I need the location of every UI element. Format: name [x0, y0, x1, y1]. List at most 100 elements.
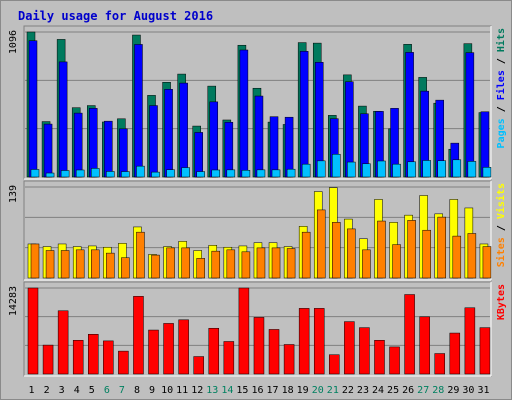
day-tick-label: 5 [89, 385, 95, 396]
panel-1: 1096 Pages / Files / Hits [8, 25, 507, 180]
files-bar [209, 101, 219, 178]
legend-entry: Visits [495, 183, 507, 219]
day-tick-label: 18 [282, 385, 294, 396]
kbytes-bar [419, 316, 430, 375]
pages-bar [196, 171, 205, 178]
sites-bar [377, 220, 386, 279]
day-tick-label: 22 [342, 385, 354, 396]
day-tick-label: 20 [312, 385, 324, 396]
pages-bar [241, 170, 251, 178]
sites-bar [316, 209, 326, 279]
pages-bar [467, 161, 477, 178]
kbytes-bar [42, 344, 54, 375]
legend-entry: Pages [496, 118, 507, 148]
sites-bar [437, 216, 446, 279]
sites-bar [392, 244, 401, 279]
files-bar [465, 52, 475, 178]
day-tick-label: 6 [104, 385, 110, 396]
kbytes-bar [313, 308, 325, 375]
day-tick-label: 7 [119, 385, 125, 396]
kbytes-bar [344, 321, 355, 375]
day-tick-label: 3 [59, 385, 65, 396]
sites-bar [347, 228, 356, 279]
legend-entry: KBytes [496, 284, 507, 320]
pages-bar [286, 168, 296, 178]
panel-3: 14283 KBytes [8, 281, 507, 377]
pages-bar [392, 163, 401, 178]
day-tick-label: 4 [74, 385, 80, 396]
pages-bar [181, 167, 190, 178]
pages-bar [30, 169, 40, 178]
day-tick-label: 26 [402, 385, 414, 396]
pages-bar [271, 169, 281, 178]
sites-bar [332, 222, 341, 279]
sites-bar [45, 250, 55, 279]
files-bar [104, 120, 113, 178]
files-bar [179, 82, 188, 178]
pages-bar [166, 169, 175, 178]
kbytes-bar [479, 327, 491, 375]
sites-bar [30, 243, 40, 279]
kbytes-bar [133, 296, 144, 375]
y-max-label: 139 [8, 185, 19, 203]
panel-2: 139 Sites / Visits [8, 180, 507, 281]
sites-bar [166, 247, 175, 279]
kbytes-bar [72, 340, 84, 375]
pages-bar [362, 163, 371, 178]
kbytes-bar [449, 332, 461, 375]
kbytes-bar [359, 327, 370, 375]
day-tick-label: 25 [387, 385, 399, 396]
kbytes-bar [404, 294, 415, 375]
kbytes-bar [374, 340, 385, 375]
chart-title: Daily usage for August 2016 [18, 9, 213, 23]
files-bar [119, 128, 128, 178]
sites-bar [241, 251, 251, 279]
kbytes-bar [464, 307, 476, 375]
pages-bar [121, 171, 130, 178]
pages-bar [45, 172, 55, 178]
sites-bar [452, 235, 462, 279]
kbytes-bar [223, 341, 235, 375]
kbytes-bar [148, 329, 159, 375]
pages-bar [91, 168, 100, 178]
sites-bar [91, 249, 100, 279]
day-tick-label: 24 [372, 385, 384, 396]
pages-bar [422, 160, 431, 178]
pages-bar [106, 171, 115, 178]
day-tick-label: 2 [44, 385, 50, 396]
files-bar [194, 132, 203, 178]
files-bar [134, 44, 143, 178]
pages-bar [211, 169, 221, 178]
kbytes-bar [298, 308, 310, 375]
day-tick-label: 14 [221, 385, 233, 396]
kbytes-bar [268, 329, 280, 375]
pages-bar [407, 161, 416, 178]
sites-bar [226, 249, 236, 279]
legend: Sites / Visits [495, 183, 507, 267]
kbytes-bar [103, 340, 114, 375]
day-tick-label: 12 [191, 385, 203, 396]
pages-bar [136, 165, 145, 178]
sites-bar [196, 258, 205, 279]
day-tick-label: 15 [236, 385, 248, 396]
legend-entry: Hits [495, 28, 507, 52]
kbytes-bar [329, 354, 340, 375]
kbytes-bar [208, 327, 220, 375]
day-tick-label: 21 [327, 385, 339, 396]
day-tick-label: 28 [432, 385, 444, 396]
files-bar [224, 121, 234, 178]
files-bar [164, 89, 173, 178]
legend-entry: Files [495, 70, 507, 100]
sites-bar [181, 247, 190, 279]
day-tick-label: 23 [357, 385, 369, 396]
pages-bar [60, 170, 70, 178]
pages-bar [437, 160, 446, 178]
day-tick-label: 8 [134, 385, 140, 396]
files-bar [58, 61, 68, 178]
day-tick-label: 29 [447, 385, 459, 396]
kbytes-bar [389, 346, 400, 375]
pages-bar [151, 171, 160, 178]
kbytes-bar [283, 344, 295, 375]
